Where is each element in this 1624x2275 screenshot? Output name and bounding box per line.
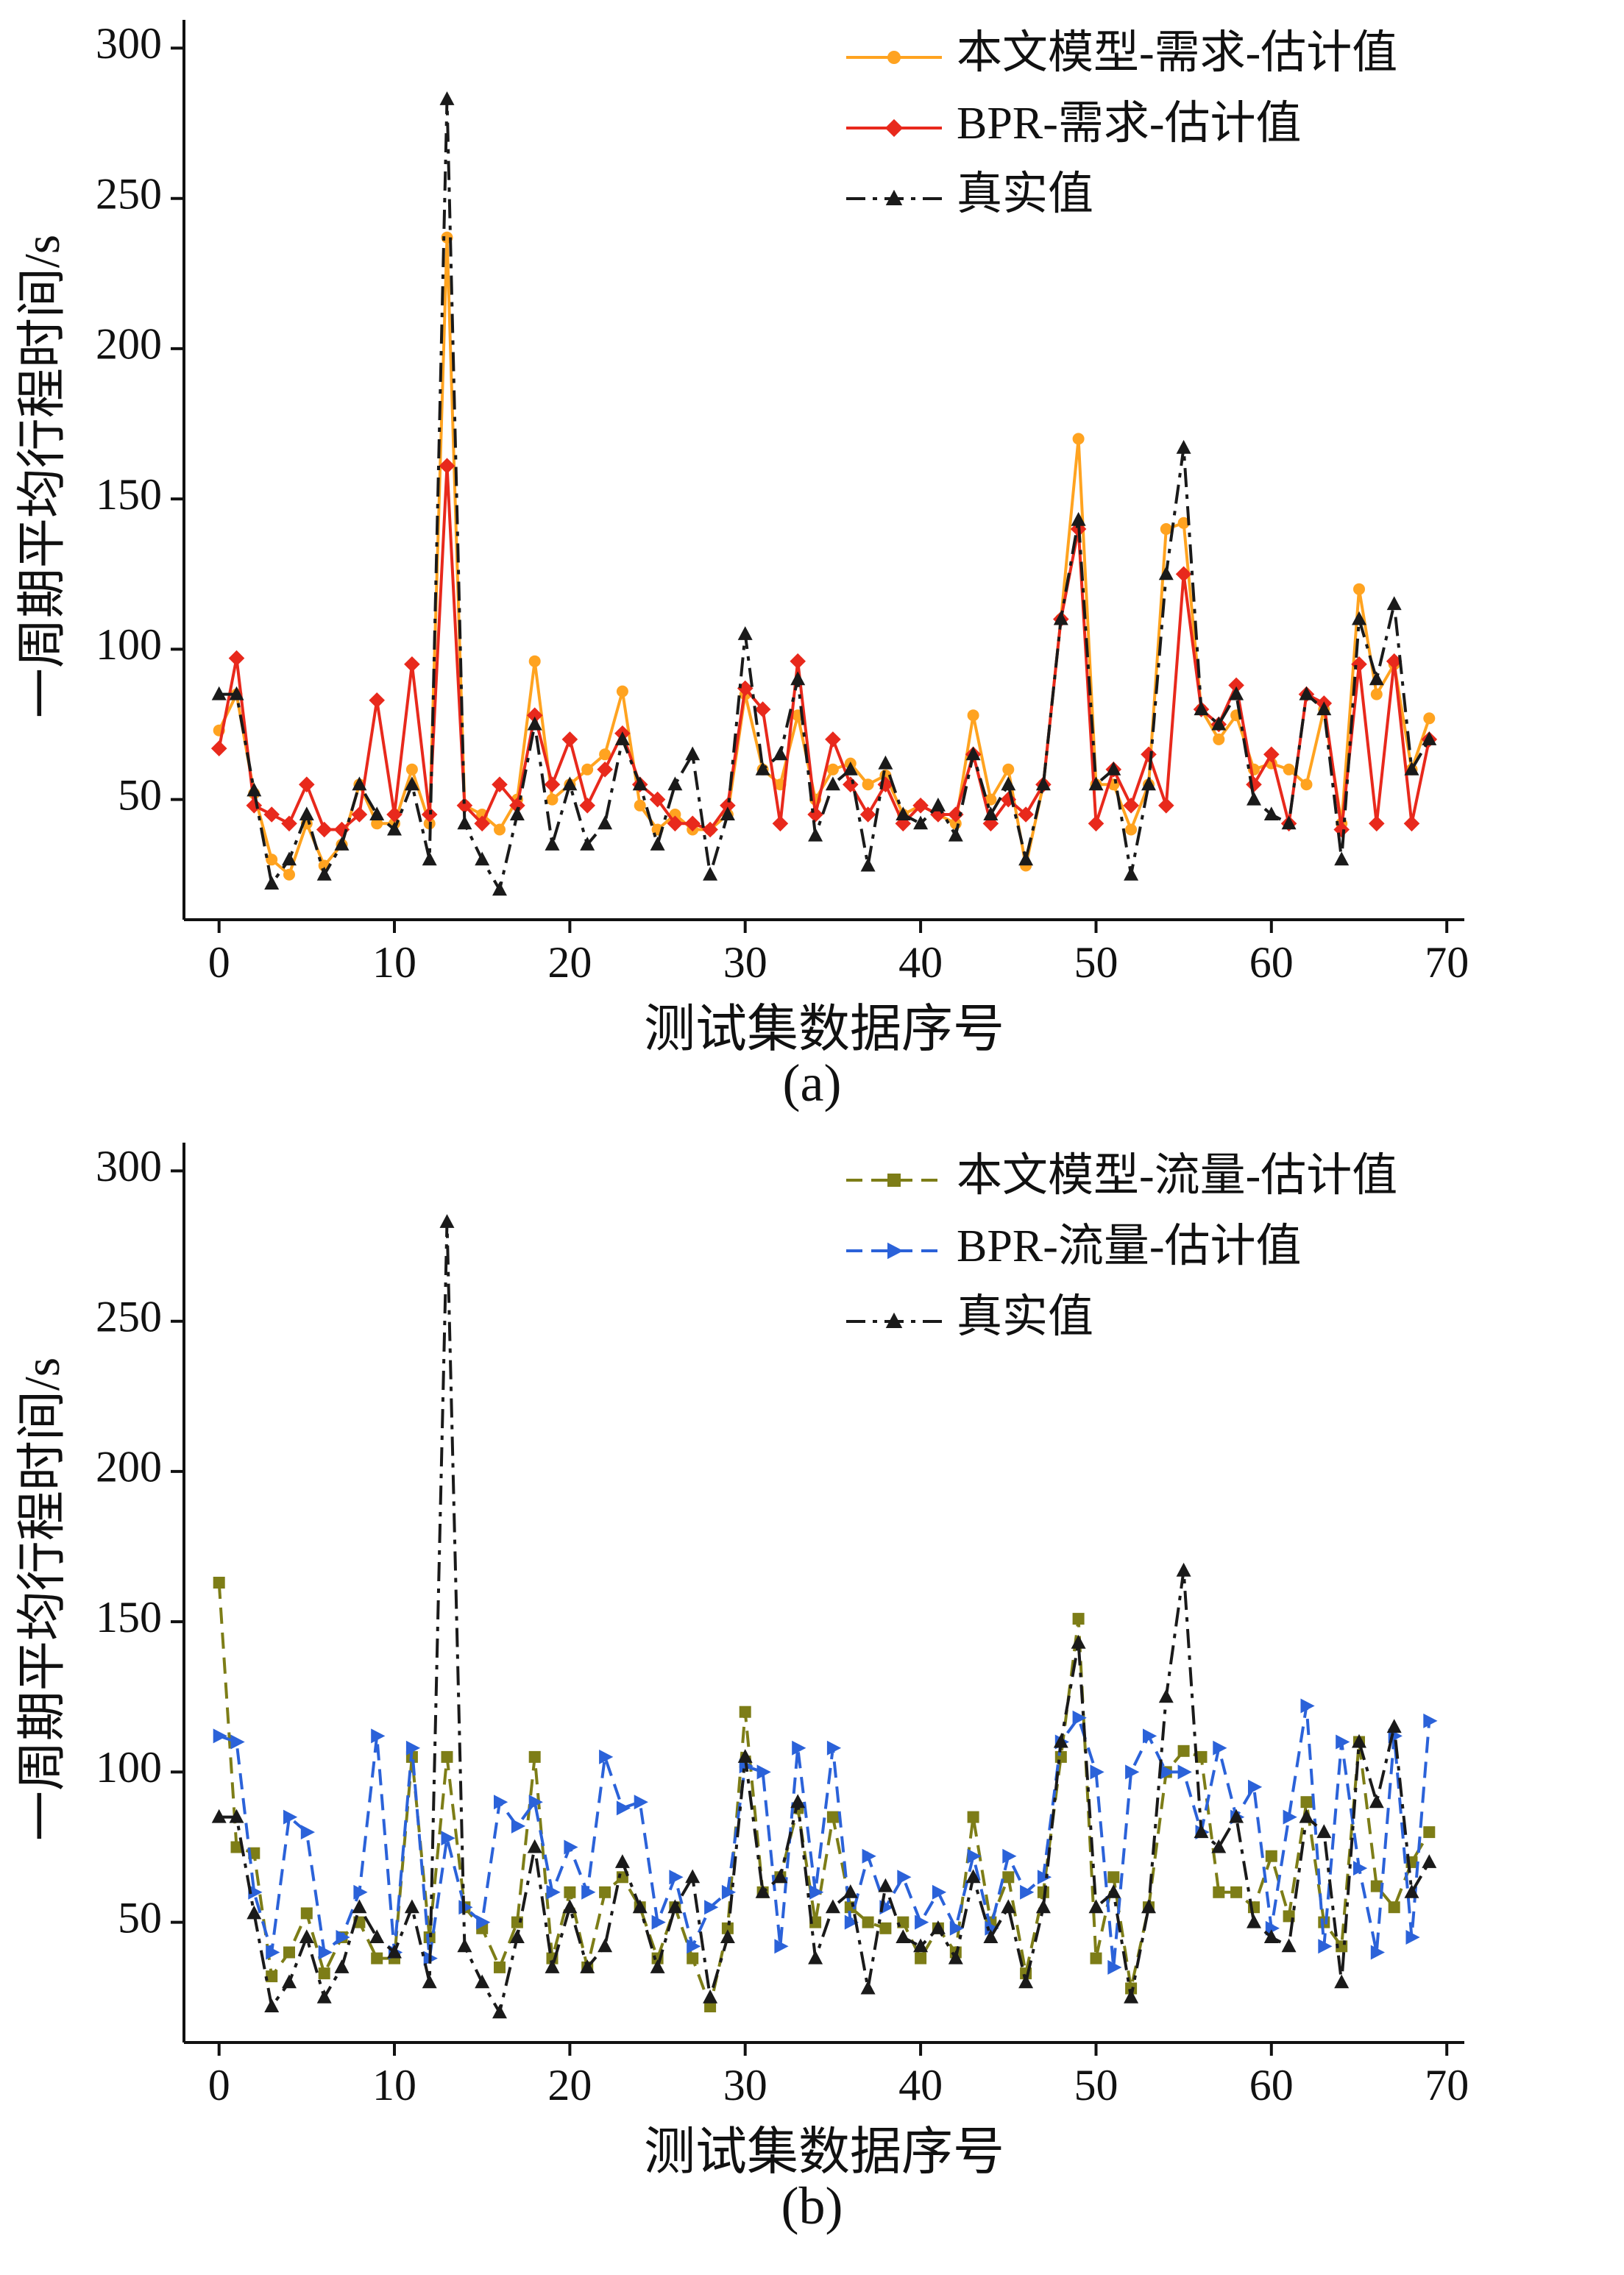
chart-a-canvas: 50 100 150 200 250 300 0 10 20 30 40 50 60 70 测试集数据序号 一… — [0, 0, 1624, 1058]
svg-text:0: 0 — [208, 2061, 230, 2109]
svg-text:300: 300 — [96, 1142, 162, 1190]
svg-text:30: 30 — [723, 2061, 767, 2109]
panel-a: 50 100 150 200 250 300 0 10 20 30 40 50 60 70 测试集数据序号 一… — [0, 0, 1624, 1123]
svg-text:20: 20 — [547, 938, 592, 987]
svg-text:50: 50 — [1074, 938, 1118, 987]
svg-text:50: 50 — [118, 1893, 162, 1942]
svg-text:100: 100 — [96, 1743, 162, 1792]
svg-text:250: 250 — [96, 169, 162, 218]
svg-text:一周期平均行程时间/s: 一周期平均行程时间/s — [14, 235, 70, 718]
svg-text:BPR-需求-估计值: BPR-需求-估计值 — [957, 99, 1301, 149]
svg-text:BPR-流量-估计值: BPR-流量-估计值 — [957, 1221, 1301, 1271]
svg-text:本文模型-流量-估计值: 本文模型-流量-估计值 — [957, 1151, 1397, 1201]
svg-text:100: 100 — [96, 620, 162, 669]
svg-text:一周期平均行程时间/s: 一周期平均行程时间/s — [14, 1357, 70, 1841]
svg-text:10: 10 — [372, 938, 416, 987]
svg-text:40: 40 — [898, 2061, 943, 2109]
svg-text:本文模型-需求-估计值: 本文模型-需求-估计值 — [957, 28, 1397, 78]
chart-b-canvas: 50 100 150 200 250 300 0 10 20 30 40 50 60 70 测试集数据序号 一… — [0, 1123, 1624, 2181]
svg-text:250: 250 — [96, 1292, 162, 1341]
svg-text:测试集数据序号: 测试集数据序号 — [644, 1001, 1004, 1052]
svg-text:150: 150 — [96, 470, 162, 519]
svg-text:50: 50 — [1074, 2061, 1118, 2109]
svg-text:150: 150 — [96, 1593, 162, 1642]
svg-text:60: 60 — [1249, 2061, 1294, 2109]
svg-text:30: 30 — [723, 938, 767, 987]
svg-text:200: 200 — [96, 1443, 162, 1491]
svg-text:60: 60 — [1249, 938, 1294, 987]
svg-text:真实值: 真实值 — [957, 1292, 1093, 1342]
svg-text:10: 10 — [372, 2061, 416, 2109]
svg-text:70: 70 — [1425, 938, 1469, 987]
svg-text:测试集数据序号: 测试集数据序号 — [644, 2124, 1004, 2175]
svg-text:200: 200 — [96, 320, 162, 369]
svg-text:20: 20 — [547, 2061, 592, 2109]
svg-text:50: 50 — [118, 770, 162, 819]
panel-b: 50 100 150 200 250 300 0 10 20 30 40 50 60 70 测试集数据序号 一… — [0, 1123, 1624, 2246]
svg-text:0: 0 — [208, 938, 230, 987]
svg-text:40: 40 — [898, 938, 943, 987]
caption-b: (b) — [781, 2176, 843, 2235]
caption-a: (a) — [782, 1054, 842, 1112]
svg-text:70: 70 — [1425, 2061, 1469, 2109]
svg-text:真实值: 真实值 — [957, 169, 1093, 219]
svg-text:300: 300 — [96, 19, 162, 68]
